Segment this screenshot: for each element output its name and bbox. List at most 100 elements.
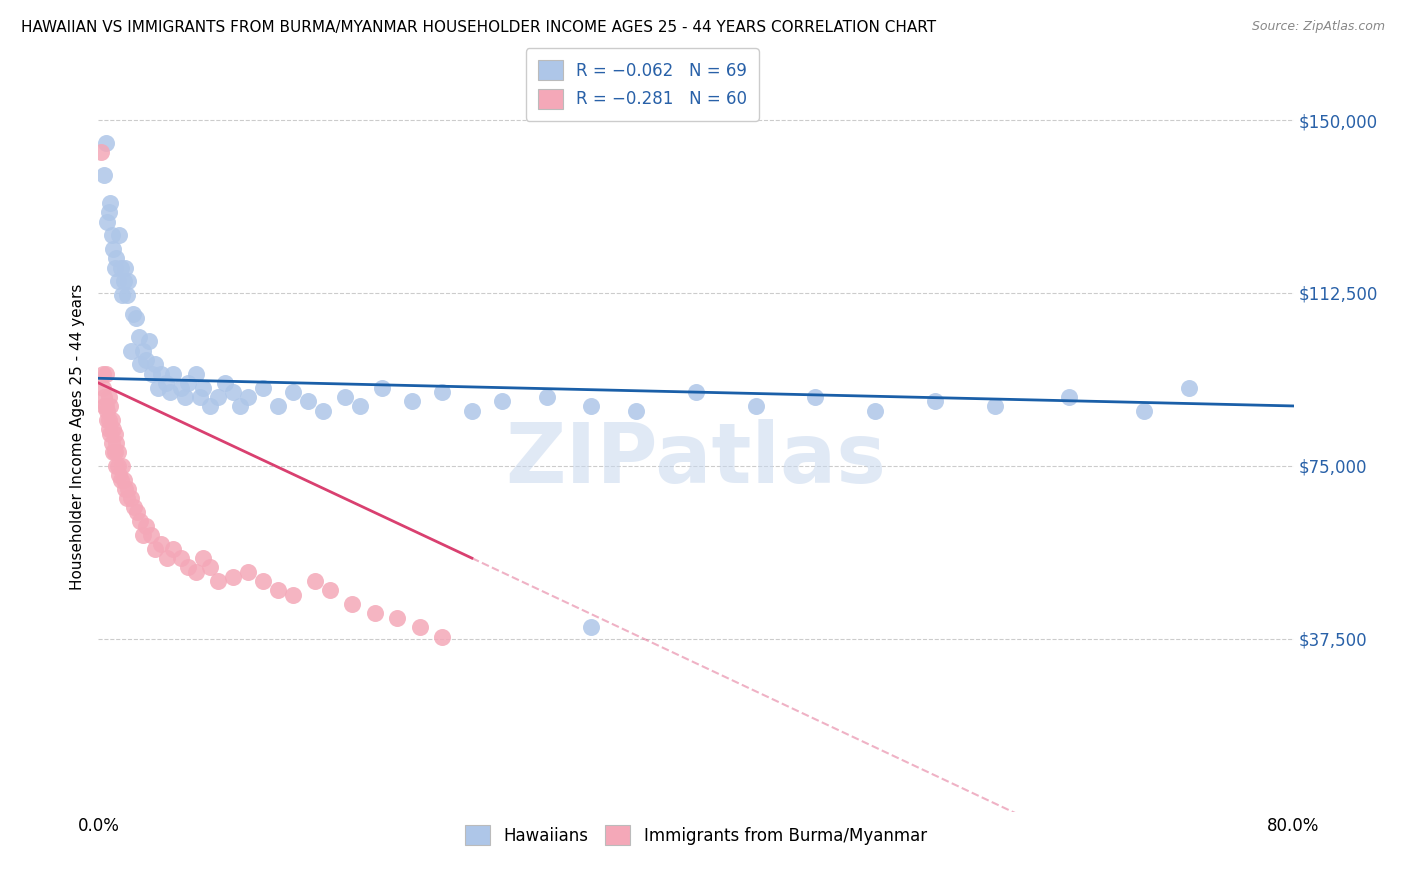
- Point: [132, 528, 155, 542]
- Point: [155, 376, 177, 390]
- Point: [94, 136, 117, 150]
- Point: [222, 569, 245, 583]
- Point: [169, 551, 191, 566]
- Text: Source: ZipAtlas.com: Source: ZipAtlas.com: [1251, 20, 1385, 33]
- Point: [626, 403, 648, 417]
- Point: [98, 399, 122, 413]
- Point: [297, 394, 319, 409]
- Point: [97, 413, 120, 427]
- Point: [200, 560, 222, 574]
- Point: [138, 334, 160, 349]
- Point: [108, 468, 131, 483]
- Point: [461, 403, 484, 417]
- Point: [114, 482, 136, 496]
- Point: [103, 445, 125, 459]
- Point: [104, 426, 127, 441]
- Point: [385, 611, 409, 625]
- Point: [214, 376, 236, 390]
- Legend: Hawaiians, Immigrants from Burma/Myanmar: Hawaiians, Immigrants from Burma/Myanmar: [458, 819, 934, 852]
- Point: [222, 385, 245, 400]
- Point: [342, 597, 364, 611]
- Point: [333, 390, 356, 404]
- Point: [169, 380, 191, 394]
- Point: [101, 435, 124, 450]
- Point: [129, 358, 152, 372]
- Point: [139, 528, 162, 542]
- Point: [94, 367, 117, 381]
- Point: [107, 275, 129, 289]
- Point: [121, 307, 143, 321]
- Point: [105, 435, 128, 450]
- Point: [135, 519, 157, 533]
- Point: [108, 228, 131, 243]
- Point: [252, 380, 274, 394]
- Point: [804, 390, 827, 404]
- Point: [536, 390, 558, 404]
- Point: [93, 169, 115, 183]
- Point: [107, 458, 129, 473]
- Point: [150, 367, 173, 381]
- Point: [150, 537, 173, 551]
- Point: [128, 330, 150, 344]
- Point: [93, 390, 115, 404]
- Point: [685, 385, 707, 400]
- Point: [1133, 403, 1156, 417]
- Point: [107, 445, 129, 459]
- Point: [93, 399, 115, 413]
- Point: [101, 413, 124, 427]
- Point: [349, 399, 371, 413]
- Point: [120, 491, 142, 505]
- Point: [111, 288, 134, 302]
- Point: [188, 390, 211, 404]
- Point: [745, 399, 768, 413]
- Point: [90, 145, 112, 160]
- Point: [112, 473, 135, 487]
- Point: [1059, 390, 1081, 404]
- Point: [96, 403, 118, 417]
- Point: [319, 583, 342, 598]
- Point: [236, 565, 259, 579]
- Point: [104, 445, 127, 459]
- Point: [114, 260, 136, 275]
- Point: [148, 380, 170, 394]
- Point: [364, 607, 387, 621]
- Point: [117, 275, 139, 289]
- Point: [371, 380, 394, 394]
- Point: [103, 242, 125, 256]
- Point: [135, 352, 157, 367]
- Point: [129, 514, 152, 528]
- Point: [207, 574, 229, 589]
- Point: [94, 399, 117, 413]
- Point: [984, 399, 1007, 413]
- Point: [143, 541, 166, 556]
- Point: [115, 491, 138, 505]
- Point: [162, 367, 184, 381]
- Point: [117, 482, 139, 496]
- Point: [281, 385, 304, 400]
- Point: [177, 560, 200, 574]
- Point: [184, 565, 207, 579]
- Point: [311, 403, 333, 417]
- Point: [1178, 380, 1201, 394]
- Point: [430, 630, 453, 644]
- Point: [125, 311, 148, 326]
- Point: [162, 541, 184, 556]
- Point: [304, 574, 326, 589]
- Point: [105, 252, 128, 266]
- Point: [191, 380, 214, 394]
- Point: [581, 399, 603, 413]
- Point: [97, 422, 120, 436]
- Point: [101, 228, 124, 243]
- Point: [96, 214, 118, 228]
- Point: [581, 620, 603, 634]
- Point: [252, 574, 274, 589]
- Point: [91, 380, 114, 394]
- Point: [110, 260, 132, 275]
- Point: [132, 343, 155, 358]
- Point: [408, 620, 430, 634]
- Point: [401, 394, 423, 409]
- Point: [200, 399, 222, 413]
- Y-axis label: Householder Income Ages 25 - 44 years: Householder Income Ages 25 - 44 years: [69, 284, 84, 591]
- Point: [267, 399, 290, 413]
- Text: ZIPatlas: ZIPatlas: [506, 419, 886, 500]
